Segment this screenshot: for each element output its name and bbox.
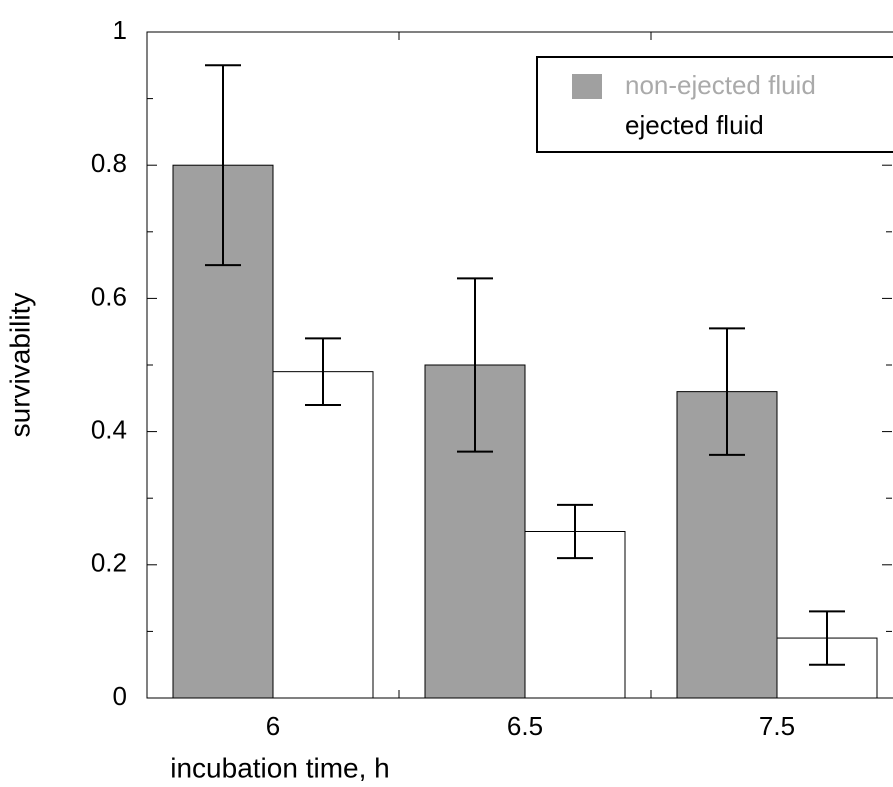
legend-label: ejected fluid (625, 110, 764, 140)
bar (272, 371, 374, 699)
error-bar (809, 610, 845, 666)
x-tick-label: 7.5 (759, 711, 795, 741)
plot-frame (146, 31, 893, 699)
y-tick-label: 0.4 (91, 414, 127, 444)
y-tick-label: 0.6 (91, 281, 127, 311)
error-bar (205, 64, 241, 267)
legend-box (536, 56, 893, 153)
y-tick-label: 0.8 (91, 148, 127, 178)
legend-swatch (572, 114, 602, 139)
error-bar (709, 327, 745, 456)
error-bar (557, 503, 593, 560)
legend-swatch (572, 74, 602, 99)
y-tick-label: 1 (113, 15, 127, 45)
y-tick-label: 0.2 (91, 548, 127, 578)
legend-label: non-ejected fluid (625, 70, 816, 100)
x-axis-label: incubation time, h (170, 752, 389, 783)
error-bar (305, 337, 341, 406)
y-tick-label: 0 (113, 681, 127, 711)
x-tick-label: 6.5 (507, 711, 543, 741)
error-bar (457, 277, 493, 453)
bar (524, 531, 626, 699)
x-tick-label: 6 (266, 711, 280, 741)
y-axis-label: survivability (4, 293, 35, 438)
